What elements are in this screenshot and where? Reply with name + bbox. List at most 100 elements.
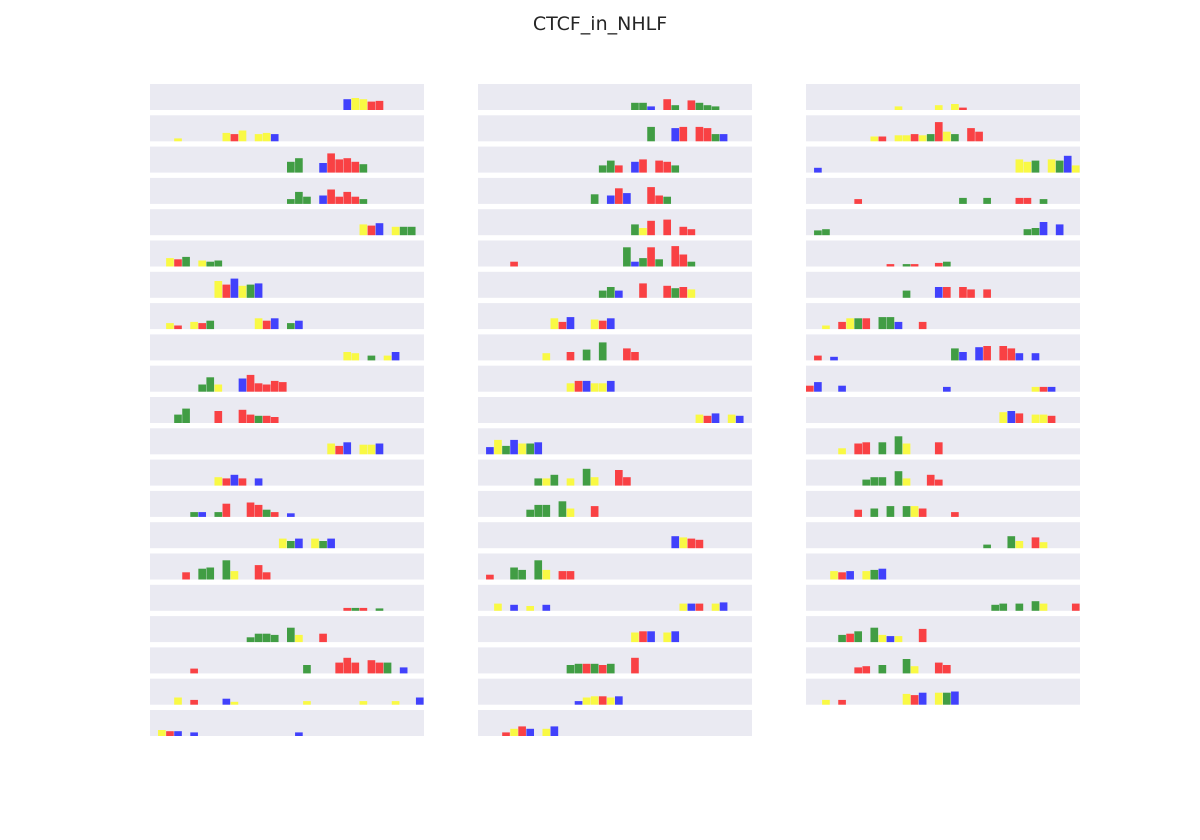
bar-A-6 <box>198 323 207 330</box>
bar-T-7 <box>862 571 871 580</box>
bar-T-5 <box>518 443 526 455</box>
bar-G-8 <box>870 627 879 643</box>
bar-G-9 <box>878 317 887 330</box>
panel-29 <box>478 303 752 330</box>
bar-A-24 <box>343 191 352 204</box>
bar-A-24 <box>343 657 352 674</box>
bar-A-16 <box>934 442 943 455</box>
bar-A-5 <box>190 668 198 674</box>
bar-C-3 <box>174 731 182 736</box>
bar-A-15 <box>270 512 279 517</box>
bar-A-25 <box>351 161 360 173</box>
bar-A-17 <box>615 165 623 173</box>
bar-C-4 <box>510 439 518 455</box>
bar-T-24 <box>999 412 1008 423</box>
bar-A-17 <box>943 665 951 674</box>
bar-T-25 <box>679 603 688 611</box>
bar-T-12 <box>902 443 911 455</box>
panel-16 <box>150 553 424 580</box>
bar-T-14 <box>590 477 599 486</box>
bar-G-8 <box>870 508 879 517</box>
bar-T-2 <box>166 323 174 330</box>
bar-C-24 <box>671 536 680 549</box>
bar-G-9 <box>878 665 887 674</box>
bar-C-28 <box>1031 353 1040 361</box>
bar-G-13 <box>582 468 591 486</box>
bar-A-26 <box>1015 413 1024 423</box>
panel-background <box>150 710 424 736</box>
bar-G-14 <box>262 509 271 517</box>
panel-36 <box>478 522 752 549</box>
bar-T-26 <box>359 701 368 705</box>
bar-T-9 <box>550 318 559 330</box>
bar-G-7 <box>534 560 543 580</box>
bar-A-15 <box>598 665 607 674</box>
bar-A-10 <box>558 321 567 330</box>
bar-G-2 <box>822 229 830 236</box>
bar-T-8 <box>214 477 223 486</box>
bar-A-26 <box>359 607 368 611</box>
bar-T-16 <box>934 105 943 110</box>
bar-C-1 <box>486 447 494 455</box>
bar-G-28 <box>1031 160 1040 173</box>
bar-C-30 <box>719 602 728 611</box>
bar-A-23 <box>335 159 344 173</box>
panel-3 <box>150 146 424 173</box>
bar-C-24 <box>343 442 352 455</box>
bar-G-18 <box>951 134 959 142</box>
bar-A-4 <box>510 261 518 267</box>
bar-T-8 <box>542 353 551 361</box>
panel-background <box>806 490 1080 517</box>
bar-C-10 <box>886 636 895 643</box>
bar-T-27 <box>367 444 376 455</box>
bar-A-8 <box>214 411 223 423</box>
bar-T-26 <box>359 224 368 236</box>
bar-A-21 <box>647 247 655 267</box>
bar-A-25 <box>679 126 688 142</box>
panel-background <box>150 271 424 298</box>
bar-A-18 <box>951 512 959 517</box>
panel-54 <box>806 428 1080 455</box>
bar-T-8 <box>214 281 223 298</box>
bar-A-22 <box>983 289 991 298</box>
bar-A-30 <box>1047 415 1056 423</box>
bar-G-15 <box>598 290 607 298</box>
bar-T-2 <box>494 439 502 455</box>
bar-C-11 <box>238 378 247 392</box>
bar-A-28 <box>703 415 712 423</box>
panel-53 <box>806 397 1080 423</box>
panel-2 <box>150 115 424 142</box>
panel-background <box>806 459 1080 486</box>
bar-T-33 <box>1071 165 1080 173</box>
bar-C-11 <box>894 321 903 330</box>
bar-A-10 <box>230 134 239 142</box>
bar-C-26 <box>687 603 696 611</box>
bar-C-21 <box>647 106 655 110</box>
bar-G-10 <box>558 501 567 517</box>
bar-C-30 <box>719 134 728 142</box>
panel-background <box>150 240 424 267</box>
bar-G-24 <box>671 105 680 110</box>
bar-C-31 <box>1055 224 1064 236</box>
bar-A-13 <box>254 565 263 580</box>
bar-G-4 <box>182 256 190 267</box>
panel-background <box>478 616 752 643</box>
bar-A-25 <box>679 254 688 267</box>
bar-G-26 <box>359 164 368 173</box>
bar-T-25 <box>679 537 688 549</box>
panel-background <box>150 365 424 392</box>
bar-A-16 <box>934 662 943 674</box>
bar-G-29 <box>711 134 720 142</box>
bar-A-12 <box>246 374 255 392</box>
panel-25 <box>478 177 752 204</box>
panel-43 <box>806 84 1080 110</box>
panel-33 <box>478 428 752 455</box>
bar-C-9 <box>550 726 559 736</box>
bar-C-9 <box>878 568 887 580</box>
bar-T-27 <box>1023 161 1032 173</box>
bar-T-10 <box>230 571 239 580</box>
bar-G-19 <box>303 196 311 204</box>
bar-G-28 <box>375 608 384 611</box>
bar-T-14 <box>590 319 599 330</box>
bar-C-18 <box>951 691 959 705</box>
